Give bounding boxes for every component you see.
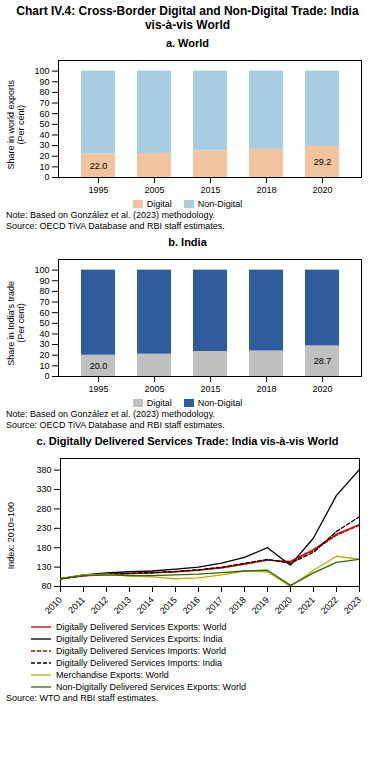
html-text:Digital: Digital xyxy=(146,199,172,209)
svg-text:100: 100 xyxy=(34,265,49,275)
html-text:Digitally Delivered Services E: Digitally Delivered Services Exports: In… xyxy=(56,634,223,645)
svg-text:20: 20 xyxy=(39,151,49,161)
svg-text:22.0: 22.0 xyxy=(90,161,108,171)
html-text:Chart IV.4: Cross-Border Digit: Chart IV.4: Cross-Border Digital and Non… xyxy=(16,4,359,33)
svg-text:2018: 2018 xyxy=(256,185,276,195)
svg-text:2015: 2015 xyxy=(200,384,220,394)
svg-text:50: 50 xyxy=(39,318,49,328)
svg-text:2010: 2010 xyxy=(43,595,64,616)
html-text:Share in world exports (Per ce: Share in world exports (Per cent) xyxy=(6,79,27,170)
html-text:c. Digitally Delivered Service: c. Digitally Delivered Services Trade: I… xyxy=(36,435,339,448)
svg-text:90: 90 xyxy=(39,276,49,286)
html-text:Digitally Delivered Services I: Digitally Delivered Services Imports: In… xyxy=(56,658,223,669)
svg-text:20: 20 xyxy=(39,350,49,360)
svg-text:2020: 2020 xyxy=(312,185,332,195)
svg-text:40: 40 xyxy=(39,130,49,140)
svg-text:1995: 1995 xyxy=(88,185,108,195)
svg-text:80: 80 xyxy=(39,87,49,97)
svg-text:2012: 2012 xyxy=(89,595,110,616)
html-text:Note: Based on González et al.: Note: Based on González et al. (2023) me… xyxy=(6,409,215,420)
svg-text:100: 100 xyxy=(34,66,49,76)
svg-text:80: 80 xyxy=(41,582,51,592)
svg-text:28.7: 28.7 xyxy=(314,356,332,366)
svg-text:2015: 2015 xyxy=(158,595,179,616)
svg-text:2021: 2021 xyxy=(296,595,317,616)
svg-text:10: 10 xyxy=(39,361,49,371)
svg-text:50: 50 xyxy=(39,119,49,129)
svg-text:29.2: 29.2 xyxy=(314,157,332,167)
svg-text:60: 60 xyxy=(39,308,49,318)
svg-text:2020: 2020 xyxy=(312,384,332,394)
svg-text:380: 380 xyxy=(36,465,51,475)
svg-text:2005: 2005 xyxy=(144,384,164,394)
svg-text:2013: 2013 xyxy=(112,595,133,616)
html-text:a. World: a. World xyxy=(165,36,210,49)
svg-text:0: 0 xyxy=(44,172,49,182)
html-text:Digitally Delivered Services I: Digitally Delivered Services Imports: Wo… xyxy=(56,646,226,657)
svg-text:2020: 2020 xyxy=(273,595,294,616)
html-text:Source: OECD TiVA Database and: Source: OECD TiVA Database and RBI staff… xyxy=(6,221,225,231)
svg-text:130: 130 xyxy=(36,562,51,572)
svg-text:2019: 2019 xyxy=(250,595,271,616)
svg-text:180: 180 xyxy=(36,543,51,553)
svg-text:70: 70 xyxy=(39,98,49,108)
svg-text:2018: 2018 xyxy=(256,384,276,394)
svg-text:80: 80 xyxy=(39,286,49,296)
svg-text:10: 10 xyxy=(39,162,49,172)
svg-text:2015: 2015 xyxy=(200,185,220,195)
svg-text:0: 0 xyxy=(44,372,49,382)
svg-text:2023: 2023 xyxy=(342,595,363,616)
html-text:Source: OECD TiVA Database and: Source: OECD TiVA Database and RBI staff… xyxy=(6,420,225,431)
html-text:Digital: Digital xyxy=(146,398,172,409)
svg-text:2016: 2016 xyxy=(181,595,202,616)
svg-text:2017: 2017 xyxy=(204,595,225,616)
svg-text:70: 70 xyxy=(39,297,49,307)
svg-text:2011: 2011 xyxy=(66,595,87,616)
html-text:b. India: b. India xyxy=(168,236,207,248)
svg-text:90: 90 xyxy=(39,77,49,87)
svg-text:2018: 2018 xyxy=(227,595,248,616)
html-text:Non-Digital: Non-Digital xyxy=(197,199,243,209)
html-text:Index: 2010=100: Index: 2010=100 xyxy=(6,501,16,569)
svg-text:30: 30 xyxy=(39,140,49,150)
svg-text:330: 330 xyxy=(36,485,51,495)
svg-text:2022: 2022 xyxy=(319,595,340,616)
svg-text:230: 230 xyxy=(36,524,51,534)
html-text:Non-Digital: Non-Digital xyxy=(197,398,243,409)
html-text:Share in India's trade (Per ce: Share in India's trade (Per cent) xyxy=(6,281,27,366)
svg-text:280: 280 xyxy=(36,504,51,514)
html-text:Non-Digitally Delivered Servic: Non-Digitally Delivered Services Exports… xyxy=(56,682,246,693)
html-text:Note: Based on González et al.: Note: Based on González et al. (2023) me… xyxy=(6,210,215,220)
svg-text:20.0: 20.0 xyxy=(90,361,108,371)
svg-text:60: 60 xyxy=(39,109,49,119)
html-text:Merchandise Exports: World: Merchandise Exports: World xyxy=(56,670,169,681)
svg-text:2005: 2005 xyxy=(144,185,164,195)
svg-text:30: 30 xyxy=(39,340,49,350)
svg-text:2014: 2014 xyxy=(135,595,156,616)
svg-text:40: 40 xyxy=(39,329,49,339)
html-text:Digitally Delivered Services E: Digitally Delivered Services Exports: Wo… xyxy=(56,622,227,633)
svg-text:1995: 1995 xyxy=(88,384,108,394)
html-text:Source: WTO and RBI staff esti: Source: WTO and RBI staff estimates. xyxy=(6,693,159,704)
